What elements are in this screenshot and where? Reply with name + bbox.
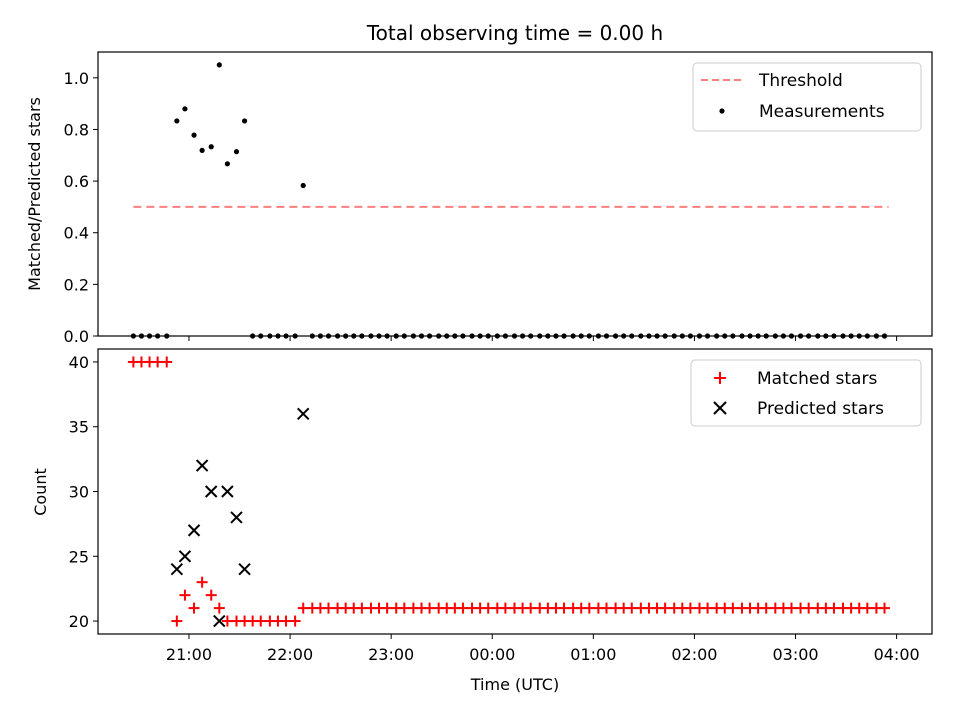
predicted-star-point xyxy=(213,614,226,628)
x-tick-label: 22:00 xyxy=(267,645,313,664)
legend-matched-swatch xyxy=(714,372,726,384)
count-y-axis-label: Count xyxy=(31,468,50,516)
matched-star-point xyxy=(878,602,890,614)
ratio-y-tick-label: 0.6 xyxy=(64,172,89,191)
measurement-point xyxy=(182,106,188,112)
predicted-star-point xyxy=(195,459,209,472)
matched-star-point xyxy=(179,589,191,601)
count-y-tick-label: 35 xyxy=(69,418,89,437)
count-y-tick-label: 30 xyxy=(69,483,89,502)
ratio-y-tick-label: 0.0 xyxy=(64,327,89,346)
measurement-point xyxy=(191,132,197,138)
matched-star-point xyxy=(205,589,217,601)
measurement-point xyxy=(300,182,306,189)
count-y-tick-label: 20 xyxy=(69,612,89,631)
predicted-star-point xyxy=(205,485,218,498)
x-axis-label: Time (UTC) xyxy=(470,675,559,694)
predicted-star-point xyxy=(170,563,184,576)
measurement-point xyxy=(233,149,240,155)
x-tick-label: 23:00 xyxy=(368,645,414,664)
count-y-tick-label: 40 xyxy=(69,353,89,372)
ratio-y-tick-label: 0.2 xyxy=(64,275,89,294)
measurement-point xyxy=(224,161,230,167)
matched-star-point xyxy=(188,602,200,614)
predicted-star-point xyxy=(297,407,310,420)
legend-measurements-label: Measurements xyxy=(759,102,885,122)
legend-measurements-swatch xyxy=(719,108,725,114)
x-tick-label: 21:00 xyxy=(166,645,212,664)
predicted-star-point xyxy=(221,485,234,498)
count-plot-frame xyxy=(97,348,933,635)
ratio-y-tick-label: 1.0 xyxy=(64,69,89,88)
ratio-legend: Threshold Measurements xyxy=(692,62,922,132)
count-axes: 20 25 30 35 40 21:00 22:00 23:00 00:00 01:00 02:00… xyxy=(69,353,920,664)
measurement-point xyxy=(208,144,214,150)
ratio-y-axis-label: Matched/Predicted stars xyxy=(25,97,44,291)
legend-predicted-swatch xyxy=(713,401,727,415)
ratio-y-tick-label: 0.8 xyxy=(64,120,89,139)
matched-star-point xyxy=(161,356,173,368)
matched-star-point xyxy=(289,615,301,627)
ratio-panel: Total observing time = 0.00 h 0.00.20.40… xyxy=(25,21,933,346)
predicted-star-point xyxy=(178,550,192,563)
ratio-y-tick-label: 0.4 xyxy=(64,224,89,243)
ratio-legend-box xyxy=(692,62,922,132)
legend-predicted-label: Predicted stars xyxy=(757,399,884,419)
count-y-tick-label: 25 xyxy=(69,547,89,566)
x-tick-label: 02:00 xyxy=(671,645,717,664)
count-panel: 20 25 30 35 40 21:00 22:00 23:00 00:00 01:00 02:00… xyxy=(31,348,933,694)
matched-star-point xyxy=(171,615,183,627)
legend-matched-label: Matched stars xyxy=(757,369,877,389)
chart-title: Total observing time = 0.00 h xyxy=(366,21,663,45)
ratio-plot-frame xyxy=(97,51,933,337)
ratio-axes: 0.0 0.2 0.4 0.6 0.8 1.0 xyxy=(64,69,898,346)
x-tick-label: 00:00 xyxy=(469,645,515,664)
predicted-star-point xyxy=(230,511,243,524)
predicted-star-point xyxy=(187,524,201,537)
measurement-point xyxy=(241,118,248,124)
count-marks xyxy=(127,356,890,628)
count-legend-box xyxy=(690,359,922,427)
matched-star-point xyxy=(213,602,225,614)
x-tick-label: 04:00 xyxy=(874,645,920,664)
legend-threshold-label: Threshold xyxy=(758,71,843,91)
x-tick-label: 01:00 xyxy=(570,645,616,664)
count-legend: Matched stars Predicted stars xyxy=(690,359,922,427)
measurement-point xyxy=(216,62,222,68)
predicted-star-point xyxy=(238,563,251,576)
x-tick-label: 03:00 xyxy=(772,645,818,664)
measurement-point xyxy=(199,147,205,153)
matched-star-point xyxy=(196,576,208,588)
measurement-point xyxy=(174,118,180,124)
